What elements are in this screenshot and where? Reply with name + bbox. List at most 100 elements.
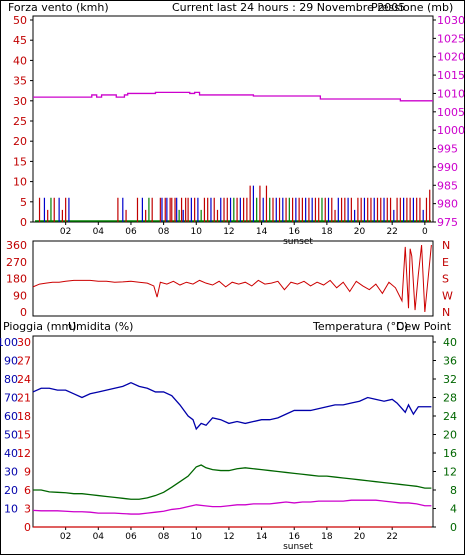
rain-tick-label: 21: [17, 392, 31, 405]
pressure-tick-label: 1000: [437, 124, 465, 137]
temperature-tick-label: 32: [443, 373, 457, 386]
humidity-tick-label: 10: [4, 503, 18, 516]
hour-tick-label: 12: [223, 227, 234, 237]
pressure-tick-label: 995: [437, 143, 458, 156]
pressure-axis-title: Pressione (mb): [371, 1, 453, 14]
hour-tick-label: 14: [256, 532, 268, 542]
humidity-tick-label: 30: [4, 466, 18, 479]
hour-tick-label: 16: [288, 227, 300, 237]
humidity-tick-label: 60: [4, 410, 18, 423]
temperature-tick-label: 36: [443, 355, 457, 368]
hour-tick-label: 08: [158, 227, 170, 237]
temperature-tick-label: 8: [450, 484, 457, 497]
humidity-tick-label: 50: [4, 429, 18, 442]
hour-tick-label: 22: [386, 227, 397, 237]
temperature-tick-label: 4: [450, 503, 457, 516]
hour-tick-label: 16: [288, 532, 300, 542]
humidity-line: [32, 381, 432, 431]
wind-pressure-panel: 0510152025303540455097598098599099510001…: [13, 14, 465, 237]
wind-tick-label: 25: [13, 115, 27, 128]
pressure-tick-label: 975: [437, 216, 458, 229]
wind-tick-label: 15: [13, 155, 27, 168]
rain-tick-label: 18: [17, 410, 31, 423]
pressure-tick-label: 1005: [437, 106, 465, 119]
hour-tick-label: 02: [60, 227, 71, 237]
direction-tick-label: 270: [6, 256, 27, 269]
wind-tick-label: 5: [20, 196, 27, 209]
rain-tick-label: 3: [24, 503, 31, 516]
direction-line: [32, 244, 432, 313]
hour-tick-label: 18: [321, 227, 333, 237]
sunset-label-top: sunset: [283, 237, 313, 247]
temperature-tick-label: 24: [443, 410, 457, 423]
sunset-label-bottom: sunset: [283, 542, 313, 552]
hour-tick-label: 14: [256, 227, 268, 237]
temperature-tick-label: 12: [443, 466, 457, 479]
compass-tick-label: W: [442, 289, 453, 302]
humidity-tick-label: 90: [4, 355, 18, 368]
temperature-tick-label: 16: [443, 447, 457, 460]
pressure-tick-label: 1030: [437, 14, 465, 27]
compass-tick-label: N: [442, 306, 450, 319]
humidity-tick-label: 40: [4, 447, 18, 460]
compass-tick-label: N: [442, 239, 450, 252]
wind-tick-label: 30: [13, 95, 27, 108]
plot-frame-humidity: [32, 335, 434, 528]
temperature-axis-title: Temperatura (°C): [312, 320, 408, 333]
wind-tick-label: 45: [13, 34, 27, 47]
wind-tick-label: 0: [20, 216, 27, 229]
wind-axis-title: Forza vento (kmh): [8, 1, 109, 14]
pressure-tick-label: 1015: [437, 69, 465, 82]
rain-tick-label: 6: [24, 484, 31, 497]
direction-tick-label: 0: [20, 306, 27, 319]
hour-tick-label: 20: [354, 227, 366, 237]
rain-tick-label: 0: [24, 521, 31, 534]
temperature-tick-label: 28: [443, 392, 457, 405]
hour-tick-label: 06: [125, 227, 137, 237]
hour-tick-label: 04: [93, 227, 105, 237]
pressure-tick-label: 990: [437, 161, 458, 174]
rain-tick-label: 9: [24, 466, 31, 479]
temperature-tick-label: 0: [450, 521, 457, 534]
humidity-axis-title: Umidita (%): [68, 320, 133, 333]
pressure-tick-label: 1025: [437, 32, 465, 45]
rain-tick-label: 30: [17, 336, 31, 349]
hour-tick-label: 22: [386, 532, 397, 542]
humidity-tick-label: 20: [4, 484, 18, 497]
hour-tick-label: 20: [354, 532, 366, 542]
pressure-tick-label: 1020: [437, 51, 465, 64]
hour-tick-label: 10: [191, 227, 203, 237]
rain-tick-label: 12: [17, 447, 31, 460]
pressure-tick-label: 985: [437, 179, 458, 192]
rain-tick-label: 27: [17, 355, 31, 368]
compass-tick-label: E: [442, 256, 449, 269]
direction-tick-label: 180: [6, 273, 27, 286]
plot-frame-direction: [32, 240, 434, 317]
wind-tick-label: 35: [13, 75, 27, 88]
wind-tick-label: 40: [13, 54, 27, 67]
compass-tick-label: S: [442, 273, 449, 286]
temperature-tick-label: 20: [443, 429, 457, 442]
humidity-tick-label: 70: [4, 392, 18, 405]
direction-tick-label: 90: [13, 289, 27, 302]
hour-tick-label: 10: [191, 532, 203, 542]
hour-tick-label: 12: [223, 532, 234, 542]
humidity-temperature-panel: 0369121518212427301020304050607080901000…: [0, 335, 457, 542]
wind-tick-label: 10: [13, 176, 27, 189]
humidity-tick-label: 80: [4, 373, 18, 386]
hour-tick-label: 08: [158, 532, 170, 542]
temperature-tick-label: 40: [443, 336, 457, 349]
hour-tick-label: 0: [422, 227, 428, 237]
humidity-tick-label: 100: [0, 336, 18, 349]
temperature-line: [33, 464, 432, 500]
hour-tick-label: 06: [125, 532, 137, 542]
chart-title: Current last 24 hours : 29 Novembre 2005: [172, 1, 405, 14]
hour-tick-label: 02: [60, 532, 71, 542]
rain-tick-label: 24: [17, 373, 31, 386]
rain-tick-label: 15: [17, 429, 31, 442]
pressure-tick-label: 980: [437, 198, 458, 211]
pressure-line: [33, 91, 433, 102]
hour-tick-label: 18: [321, 532, 333, 542]
